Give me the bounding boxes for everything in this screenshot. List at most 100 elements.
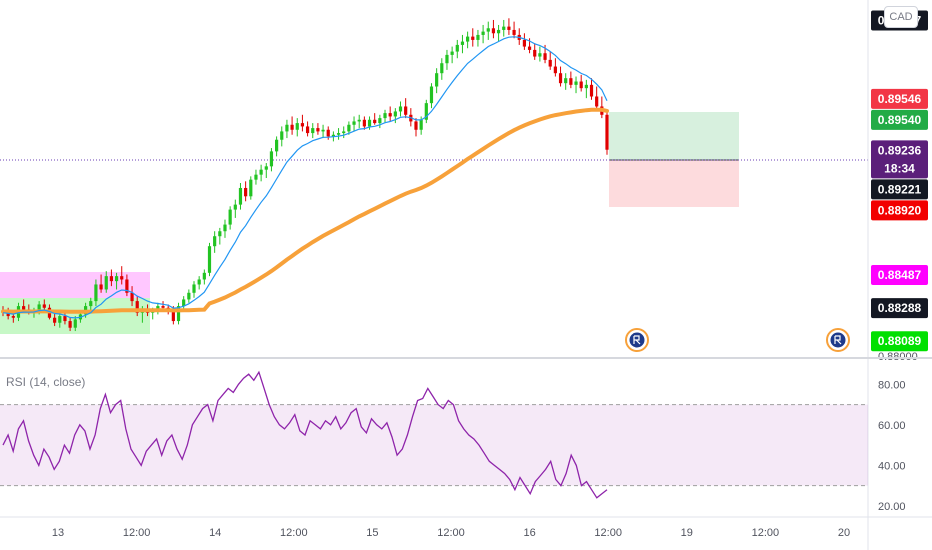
candle — [564, 73, 568, 90]
price-tag: 0.88288 — [871, 298, 928, 319]
candle — [496, 24, 501, 42]
price-tags: 0.900170.895460.895400.8923618:340.89221… — [871, 10, 928, 352]
event-marker-1[interactable] — [625, 328, 649, 352]
ema-slow-line — [1, 107, 609, 314]
candle — [321, 124, 325, 139]
candle — [589, 78, 594, 100]
candle — [275, 136, 279, 157]
candle — [213, 231, 217, 253]
candle — [605, 111, 609, 155]
candle — [584, 79, 588, 99]
candle — [481, 24, 485, 44]
candle — [104, 271, 108, 293]
candle — [342, 126, 346, 139]
candle — [388, 106, 392, 122]
candle — [73, 316, 77, 332]
currency-button[interactable]: CAD — [884, 6, 918, 28]
long-stop-zone — [609, 160, 739, 207]
candle — [176, 302, 181, 325]
rsi-tick-label: 20.00 — [878, 501, 906, 513]
candle — [502, 19, 506, 37]
rsi-title[interactable]: RSI (14, close) — [6, 375, 85, 389]
candle — [383, 109, 387, 124]
candle — [404, 98, 408, 119]
candle — [595, 86, 599, 110]
price-tag-label: 0.88089 — [878, 334, 922, 348]
candle — [445, 49, 449, 70]
candle — [393, 108, 397, 124]
time-tick-label: 12:00 — [437, 527, 465, 539]
candle — [538, 46, 542, 62]
candle — [120, 266, 124, 285]
price-tag: 0.89221 — [871, 179, 928, 200]
candle — [491, 19, 496, 39]
candle — [424, 99, 428, 124]
candle — [295, 118, 299, 137]
price-tag: 0.89546 — [871, 88, 928, 109]
candle — [130, 286, 134, 307]
candle — [53, 312, 57, 327]
rsi-tick-label: 60.00 — [878, 420, 906, 432]
price-tag-label: 0.89236 — [878, 143, 922, 157]
candle — [316, 123, 320, 135]
candle — [471, 28, 475, 47]
candle — [109, 269, 114, 287]
price-tag-label: 0.89540 — [878, 113, 922, 127]
rsi-tick-label: 80.00 — [878, 379, 906, 391]
event-marker-2[interactable] — [826, 328, 850, 352]
candle — [414, 118, 418, 137]
candle — [99, 274, 103, 293]
candle — [347, 121, 351, 135]
candle — [197, 276, 201, 290]
candle — [125, 274, 129, 297]
time-tick-label: 12:00 — [752, 527, 780, 539]
price-tag: 0.88487 — [871, 264, 928, 285]
candle — [574, 76, 578, 94]
price-tag-label: 0.88487 — [878, 268, 922, 282]
candle — [207, 242, 212, 277]
candle — [352, 116, 356, 132]
candle — [305, 121, 310, 137]
rsi-price-ticks: 80.00 60.00 40.00 20.00 — [878, 379, 906, 513]
candle — [182, 296, 186, 310]
candle — [440, 58, 444, 80]
rsi-tick-label: 40.00 — [878, 460, 906, 472]
candle — [228, 206, 232, 230]
time-tick-label: 12:00 — [594, 527, 622, 539]
price-tag-label: 0.89221 — [878, 182, 922, 196]
candle — [42, 299, 46, 312]
candle — [264, 163, 268, 178]
candle — [187, 289, 191, 303]
candle — [466, 31, 470, 49]
candle — [223, 219, 227, 238]
time-tick-label: 16 — [523, 527, 535, 539]
time-tick-label: 15 — [366, 527, 378, 539]
time-tick-label: 12:00 — [280, 527, 308, 539]
candle — [435, 68, 439, 94]
position-zones — [0, 112, 739, 334]
price-tag-label: 0.88920 — [878, 203, 922, 217]
candle — [269, 148, 274, 172]
candle — [553, 58, 557, 77]
time-tick-label: 12:00 — [123, 527, 151, 539]
candle — [507, 18, 511, 35]
candle — [68, 317, 72, 332]
candle — [311, 123, 315, 139]
candle — [280, 126, 284, 147]
candle — [460, 34, 465, 54]
candle — [336, 128, 341, 140]
candle — [238, 182, 243, 210]
candle — [579, 74, 583, 92]
candle — [533, 43, 537, 60]
ema-fast-line — [2, 36, 608, 319]
candle — [114, 272, 119, 290]
price-tag: 0.89540 — [871, 109, 928, 130]
time-axis-ticks: 13 12:00 14 12:00 15 12:00 16 12:00 19 12:00 20 — [52, 527, 850, 539]
time-tick-label: 19 — [681, 527, 693, 539]
time-tick-label: 14 — [209, 527, 221, 539]
candle — [512, 21, 516, 39]
candle — [249, 176, 253, 200]
candle — [373, 113, 377, 125]
main-pane[interactable] — [0, 0, 868, 357]
